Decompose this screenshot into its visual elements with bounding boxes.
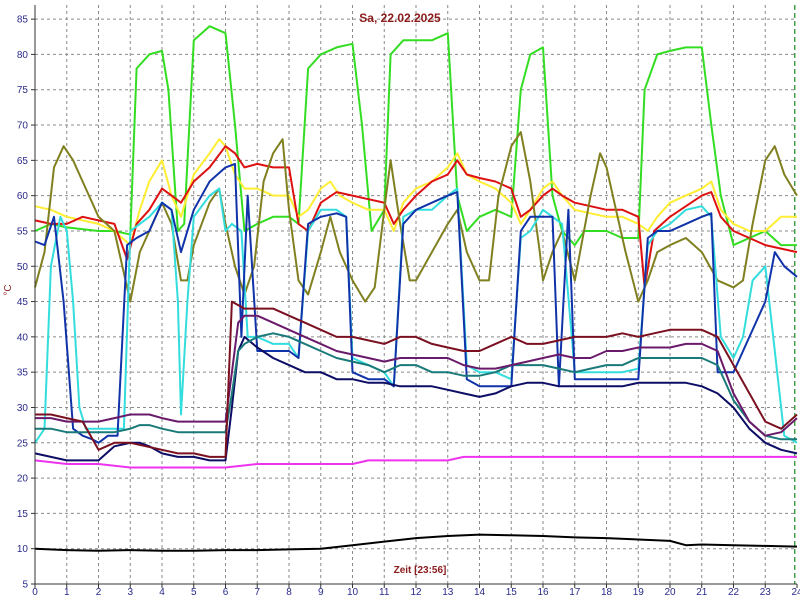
series-line-1 xyxy=(34,25,797,247)
y-tick-label: 75 xyxy=(17,85,29,96)
series-line-12 xyxy=(34,533,798,552)
y-tick-label: 10 xyxy=(17,544,29,555)
x-tick-label: 13 xyxy=(442,587,454,598)
x-tick-label: 8 xyxy=(286,587,292,598)
x-tick-label: 9 xyxy=(318,587,324,598)
x-tick-label: 22 xyxy=(728,587,740,598)
y-tick-label: 35 xyxy=(17,368,29,379)
y-tick-label: 60 xyxy=(17,191,29,202)
series-line-3 xyxy=(34,145,798,289)
x-tick-label: 17 xyxy=(569,587,581,598)
series-line-8 xyxy=(35,332,797,441)
x-tick-label: 14 xyxy=(474,587,486,598)
grid xyxy=(35,5,797,585)
y-tick-label: 15 xyxy=(17,509,29,520)
x-tick-label: 10 xyxy=(347,587,359,598)
x-axis-label: Zeit [23:56] xyxy=(394,565,447,576)
y-tick-label: 85 xyxy=(17,15,29,26)
x-tick-label: 19 xyxy=(633,587,645,598)
series-line-5 xyxy=(34,187,798,444)
x-tick-label: 23 xyxy=(760,587,772,598)
x-tick-label: 18 xyxy=(601,587,613,598)
x-tick-label: 0 xyxy=(32,587,38,598)
axes: 0 1 2 3 4 5 6 7 8 9 10 11 12 13 14 15 16 17 18 19 20 21 22 23 24… xyxy=(17,5,800,598)
x-tick-label: 11 xyxy=(379,587,390,598)
x-tick-label: 16 xyxy=(537,587,549,598)
x-tick-label: 7 xyxy=(254,587,260,598)
series-line-6 xyxy=(34,162,798,444)
y-tick-label: 55 xyxy=(17,226,29,237)
series-line-7 xyxy=(34,335,798,462)
y-tick-label: 40 xyxy=(17,332,29,343)
y-tick-label: 20 xyxy=(17,474,29,485)
y-tick-label: 45 xyxy=(17,297,29,308)
y-tick-label: 65 xyxy=(17,156,29,167)
x-tick-label: 21 xyxy=(696,587,708,598)
series-lines xyxy=(34,25,798,552)
series-line-11 xyxy=(34,455,797,469)
y-tick-label: 50 xyxy=(17,262,29,273)
x-tick-label: 24 xyxy=(791,587,800,598)
x-tick-label: 2 xyxy=(96,587,102,598)
x-tick-label: 15 xyxy=(506,587,518,598)
y-tick-label: 25 xyxy=(17,438,29,449)
x-tick-label: 1 xyxy=(64,587,70,598)
series-line-10 xyxy=(35,300,798,458)
x-tick-label: 20 xyxy=(664,587,676,598)
x-tick-label: 3 xyxy=(127,587,133,598)
y-tick-label: 70 xyxy=(17,121,29,132)
x-tick-label: 6 xyxy=(223,587,229,598)
y-tick-label: 5 xyxy=(22,580,28,591)
y-axis-label: °C xyxy=(3,284,14,295)
y-tick-label: 30 xyxy=(17,403,29,414)
x-tick-label: 5 xyxy=(191,587,197,598)
series-line-4 xyxy=(34,131,798,303)
series-line-9 xyxy=(35,314,798,437)
chart-title: Sa, 22.02.2025 xyxy=(359,11,441,25)
x-tick-label: 12 xyxy=(410,587,422,598)
y-tick-label: 80 xyxy=(17,50,29,61)
x-tick-label: 4 xyxy=(159,587,165,598)
